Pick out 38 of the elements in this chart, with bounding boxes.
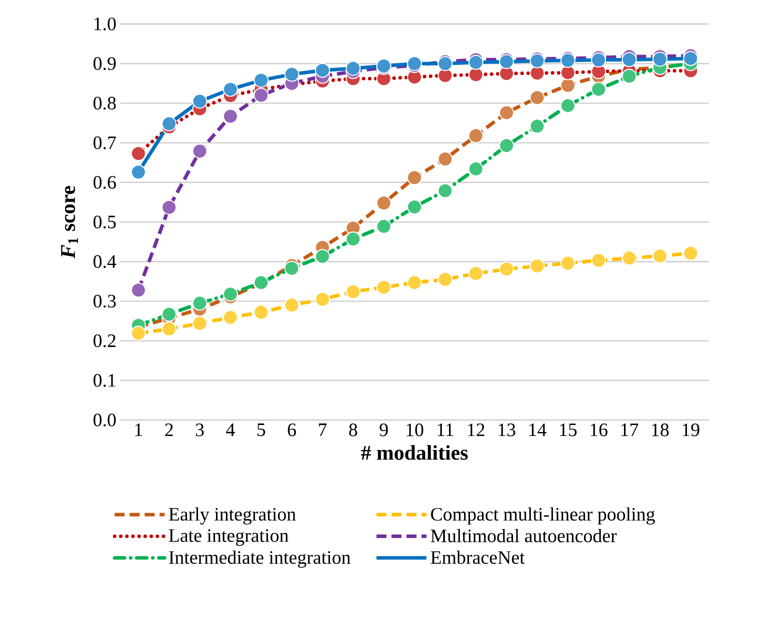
x-tick-label: 18: [652, 424, 669, 436]
x-tick-label: 2: [165, 424, 173, 436]
y-axis-title: F$_{1}$ score: [61, 186, 78, 259]
y-tick-label: 0.8: [94, 96, 116, 110]
x-tick-label: 15: [560, 424, 577, 436]
y-tick-label: 0.3: [94, 294, 116, 308]
x-tick-label: 5: [257, 424, 266, 436]
x-tick-label: 9: [380, 424, 388, 436]
y-tick-label: 0.2: [94, 334, 116, 348]
y-tick-label: 0.5: [94, 216, 116, 228]
y-tick-label: 0.9: [94, 57, 116, 70]
legend-label: Compact multi-linear pooling: [431, 507, 655, 525]
y-tick-label: 1.0: [94, 18, 116, 30]
legend-label: Late integration: [168, 529, 288, 546]
x-tick-label: 8: [349, 424, 358, 436]
x-tick-label: 1: [135, 424, 142, 436]
x-tick-label: 13: [498, 424, 516, 436]
y-tick-label: 0.4: [94, 255, 116, 268]
x-tick-label: 7: [318, 424, 327, 436]
y-tick-label: 0.0: [94, 414, 116, 426]
x-tick-label: 16: [590, 424, 608, 436]
x-tick-label: 19: [682, 424, 700, 436]
x-tick-label: 10: [406, 424, 424, 436]
legend-label: Intermediate integration: [169, 550, 350, 568]
x-axis-title: # modalities: [361, 445, 468, 460]
y-tick-label: 0.1: [94, 374, 116, 387]
x-tick-label: 12: [468, 424, 484, 436]
legend-label: Early integration: [168, 507, 296, 525]
x-tick-label: 4: [226, 424, 235, 436]
legend-label: Multimodal autoencoder: [430, 528, 617, 542]
x-tick-label: 17: [621, 424, 638, 436]
x-tick-label: 11: [438, 424, 454, 436]
y-tick-label: 0.6: [94, 176, 116, 189]
y-tick-label: 0.7: [94, 136, 116, 150]
x-tick-label: 3: [196, 424, 204, 436]
legend-label: EmbraceNet: [430, 550, 525, 564]
x-tick-label: 6: [288, 424, 296, 436]
x-tick-label: 14: [529, 424, 546, 436]
